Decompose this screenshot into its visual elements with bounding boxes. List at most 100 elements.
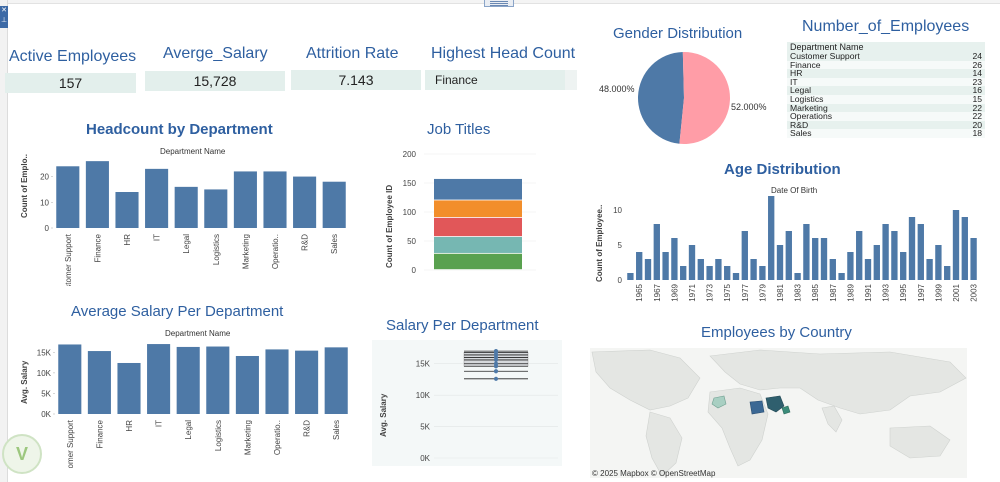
- chart-bar: [952, 210, 960, 280]
- chart-bar: [115, 192, 139, 228]
- chart-bar: [662, 252, 669, 280]
- chart-bar: [891, 231, 898, 280]
- employee-dept-count: 18: [972, 128, 982, 139]
- chart-bar: [864, 259, 872, 280]
- country-morocco: [711, 395, 727, 409]
- y-axis-label: Count of Employee..: [595, 205, 604, 282]
- avg-salary-dept-subtitle: Department Name: [165, 329, 231, 338]
- employee-dept-name: IT: [790, 76, 798, 87]
- gender-left-label: 48.000%: [599, 84, 635, 94]
- employee-dept-count: 22: [972, 102, 982, 113]
- employee-table-row: Logistics 15: [787, 95, 985, 104]
- y-axis-label: Avg. Salary: [20, 360, 29, 404]
- chart-bar: [838, 273, 845, 280]
- chart-bar: [785, 231, 792, 280]
- chart-bar: [935, 245, 942, 280]
- country-uae: [781, 405, 791, 415]
- employee-table-row: HR 14: [787, 69, 985, 78]
- stack-segment: [434, 178, 522, 200]
- x-tick-label: Marketing: [243, 420, 252, 455]
- x-tick-label: 1993: [882, 283, 891, 301]
- chart-bar: [293, 176, 317, 228]
- chart-bar: [944, 266, 951, 280]
- chart-bar: [706, 266, 713, 280]
- employee-dept-name: Operations: [790, 111, 833, 122]
- y-tick-label: 15K: [416, 360, 431, 369]
- value-point: [493, 376, 499, 381]
- chart-bar: [56, 166, 80, 228]
- stack-segment: [434, 217, 522, 237]
- x-tick-label: 1991: [864, 283, 873, 301]
- drag-handle[interactable]: [484, 0, 514, 7]
- x-tick-label: Finance: [95, 419, 104, 448]
- chart-bar: [873, 245, 880, 280]
- chart-bar: [803, 224, 810, 280]
- stack-segment: [434, 236, 522, 253]
- x-tick-label: Finance: [93, 233, 102, 262]
- chart-bar: [732, 273, 740, 280]
- chart-bar: [856, 231, 863, 280]
- employee-table-row: Marketing 22: [787, 102, 985, 113]
- x-tick-label: Customer Support: [66, 419, 75, 468]
- chart-bar: [58, 344, 82, 414]
- x-tick-label: R&D: [301, 234, 310, 251]
- chart-bar: [324, 347, 348, 414]
- chart-bar: [644, 259, 652, 280]
- chart-bar: [233, 171, 257, 228]
- chart-bar: [829, 259, 836, 280]
- salary-dept-chart[interactable]: Avg. Salary 0K 5K 10K 15K: [372, 340, 562, 466]
- pie-slice-female: [638, 52, 684, 144]
- y-tick-label: 200: [403, 150, 417, 159]
- employee-dept-count: 23: [972, 76, 982, 87]
- chart-bar: [715, 259, 722, 280]
- x-tick-label: 1983: [794, 283, 803, 301]
- value-point: [493, 349, 499, 354]
- x-tick-label: Legal: [182, 234, 191, 254]
- x-tick-label: 1971: [688, 283, 697, 301]
- gender-pie[interactable]: [636, 50, 732, 146]
- employee-table-row: Customer Support 24: [787, 52, 985, 61]
- avg-salary-dept-chart[interactable]: Avg. Salary 0K 5K 10K 15K Customer Support Fin…: [15, 334, 355, 468]
- y-axis-label: Count of Employee ID: [385, 185, 394, 268]
- x-tick-label: Sales: [330, 234, 339, 254]
- avg-salary-label: Averge_Salary: [163, 45, 268, 62]
- chart-bar: [961, 217, 968, 280]
- avg-salary-dept-title: Average Salary Per Department: [71, 303, 284, 320]
- head-count-value: Finance: [425, 70, 577, 90]
- chart-bar: [741, 231, 748, 280]
- job-titles-chart[interactable]: Count of Employee ID 0 50 100 150 200: [380, 146, 540, 280]
- employees-table: Department Name Customer Support 24 Financ…: [787, 42, 985, 138]
- chart-bar: [85, 161, 109, 228]
- country-map[interactable]: [590, 348, 967, 478]
- age-chart[interactable]: Count of Employee.. 0 5 10 1965 1967 1969 1971 1…: [592, 192, 982, 306]
- employee-dept-count: 22: [972, 111, 982, 122]
- pin-icon[interactable]: ✕ ⊥: [0, 6, 8, 28]
- y-tick-label: 5K: [420, 423, 430, 432]
- x-tick-label: Marketing: [241, 234, 250, 269]
- chart-bar: [688, 245, 696, 280]
- gender-right-label: 52.000%: [731, 102, 767, 112]
- y-tick-label: 100: [403, 208, 417, 217]
- x-tick-label: 1967: [653, 283, 662, 301]
- x-tick-label: 2001: [952, 283, 961, 301]
- chart-bar: [820, 238, 828, 280]
- salary-dept-title: Salary Per Department: [386, 317, 539, 334]
- x-tick-label: R&D: [303, 420, 312, 437]
- age-title: Age Distribution: [724, 161, 841, 178]
- employee-dept-name: Sales: [790, 128, 812, 139]
- chart-bar: [653, 224, 660, 280]
- chart-bar: [776, 245, 784, 280]
- y-tick-label: 10K: [37, 369, 52, 378]
- avg-salary-value: 15,728: [145, 71, 285, 91]
- x-tick-label: 1973: [706, 283, 715, 301]
- x-tick-label: IT: [153, 234, 162, 241]
- chart-bar: [882, 224, 889, 280]
- x-tick-label: Legal: [184, 420, 193, 440]
- employee-dept-name: R&D: [790, 119, 809, 130]
- chart-bar: [697, 259, 704, 280]
- left-edge: [0, 0, 8, 482]
- value-point: [493, 369, 499, 374]
- chart-bar: [322, 181, 346, 228]
- logo-icon: V: [2, 434, 42, 474]
- headcount-chart[interactable]: Count of Emplo.. 0 10 20 Customer Support Fin…: [15, 150, 355, 286]
